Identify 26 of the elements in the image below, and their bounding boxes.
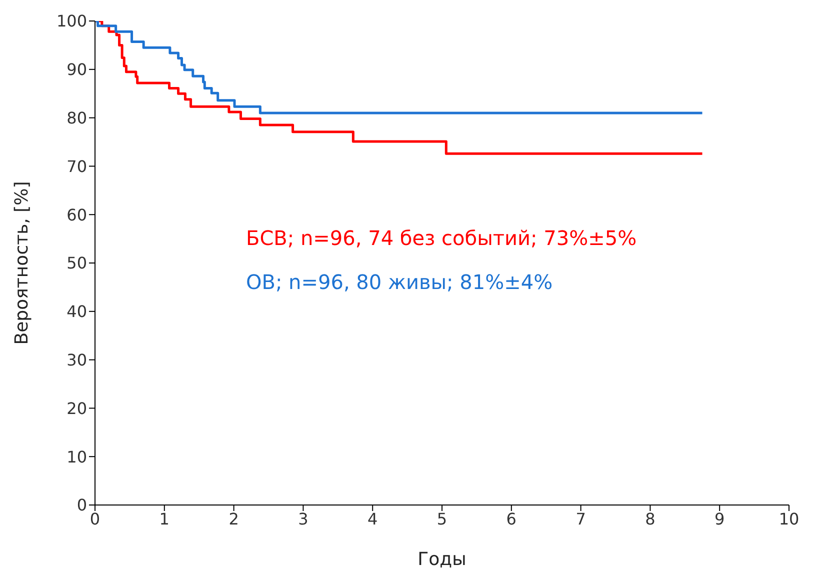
x-tick-label: 10 bbox=[778, 509, 800, 528]
x-tick-label: 2 bbox=[228, 509, 239, 528]
x-tick-label: 1 bbox=[159, 509, 170, 528]
y-axis-title: Вероятность, [%] bbox=[11, 181, 32, 345]
y-tick-label: 30 bbox=[66, 350, 87, 370]
x-tick-label: 9 bbox=[714, 509, 725, 528]
x-tick-label: 3 bbox=[298, 509, 308, 528]
y-tick-label: 80 bbox=[66, 108, 87, 128]
y-tick-label: 40 bbox=[66, 302, 87, 322]
x-tick-label: 4 bbox=[368, 509, 378, 528]
x-tick-label: 5 bbox=[436, 509, 448, 528]
text: БСВ; n=96, 74 без событий; 73%±5% bbox=[246, 226, 637, 250]
y-tick-label: 100 bbox=[56, 12, 87, 31]
x-axis-title: Годы bbox=[418, 549, 466, 570]
x-tick-label: 7 bbox=[576, 509, 586, 528]
y-tick-label: 0 bbox=[76, 496, 87, 515]
text: ОВ; n=96, 80 живы; 81%±4% bbox=[246, 270, 553, 294]
y-tick-label: 60 bbox=[66, 205, 87, 224]
y-tick-label: 20 bbox=[66, 398, 87, 418]
x-tick-label: 6 bbox=[506, 509, 516, 528]
y-tick-label: 50 bbox=[66, 254, 87, 273]
y-tick-label: 90 bbox=[66, 60, 87, 80]
y-tick-label: 10 bbox=[66, 447, 87, 466]
x-tick-label: 0 bbox=[90, 509, 100, 528]
x-tick-label: 8 bbox=[645, 509, 656, 528]
y-tick-label: 70 bbox=[66, 156, 87, 176]
